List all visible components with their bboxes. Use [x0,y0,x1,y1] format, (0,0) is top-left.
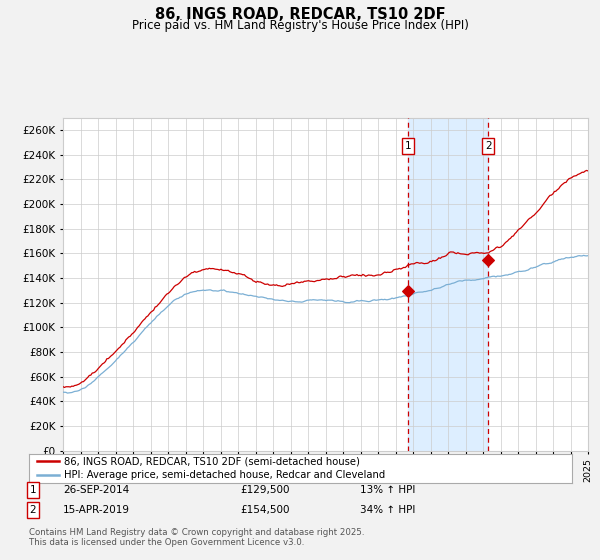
Text: HPI: Average price, semi-detached house, Redcar and Cleveland: HPI: Average price, semi-detached house,… [64,470,385,480]
Text: 86, INGS ROAD, REDCAR, TS10 2DF (semi-detached house): 86, INGS ROAD, REDCAR, TS10 2DF (semi-de… [64,456,360,466]
Point [483,256,493,265]
Text: 13% ↑ HPI: 13% ↑ HPI [360,485,415,495]
Text: 26-SEP-2014: 26-SEP-2014 [63,485,129,495]
Text: £129,500: £129,500 [240,485,290,495]
Text: 34% ↑ HPI: 34% ↑ HPI [360,505,415,515]
Point [403,287,413,296]
Text: 1: 1 [29,485,37,495]
Text: 15-APR-2019: 15-APR-2019 [63,505,130,515]
Text: 2: 2 [485,141,491,151]
Text: £154,500: £154,500 [240,505,290,515]
Text: Price paid vs. HM Land Registry's House Price Index (HPI): Price paid vs. HM Land Registry's House … [131,19,469,32]
Text: 86, INGS ROAD, REDCAR, TS10 2DF: 86, INGS ROAD, REDCAR, TS10 2DF [155,7,445,22]
Text: 2: 2 [29,505,37,515]
Text: Contains HM Land Registry data © Crown copyright and database right 2025.
This d: Contains HM Land Registry data © Crown c… [29,528,364,547]
Text: 1: 1 [405,141,412,151]
Bar [408,118,488,451]
